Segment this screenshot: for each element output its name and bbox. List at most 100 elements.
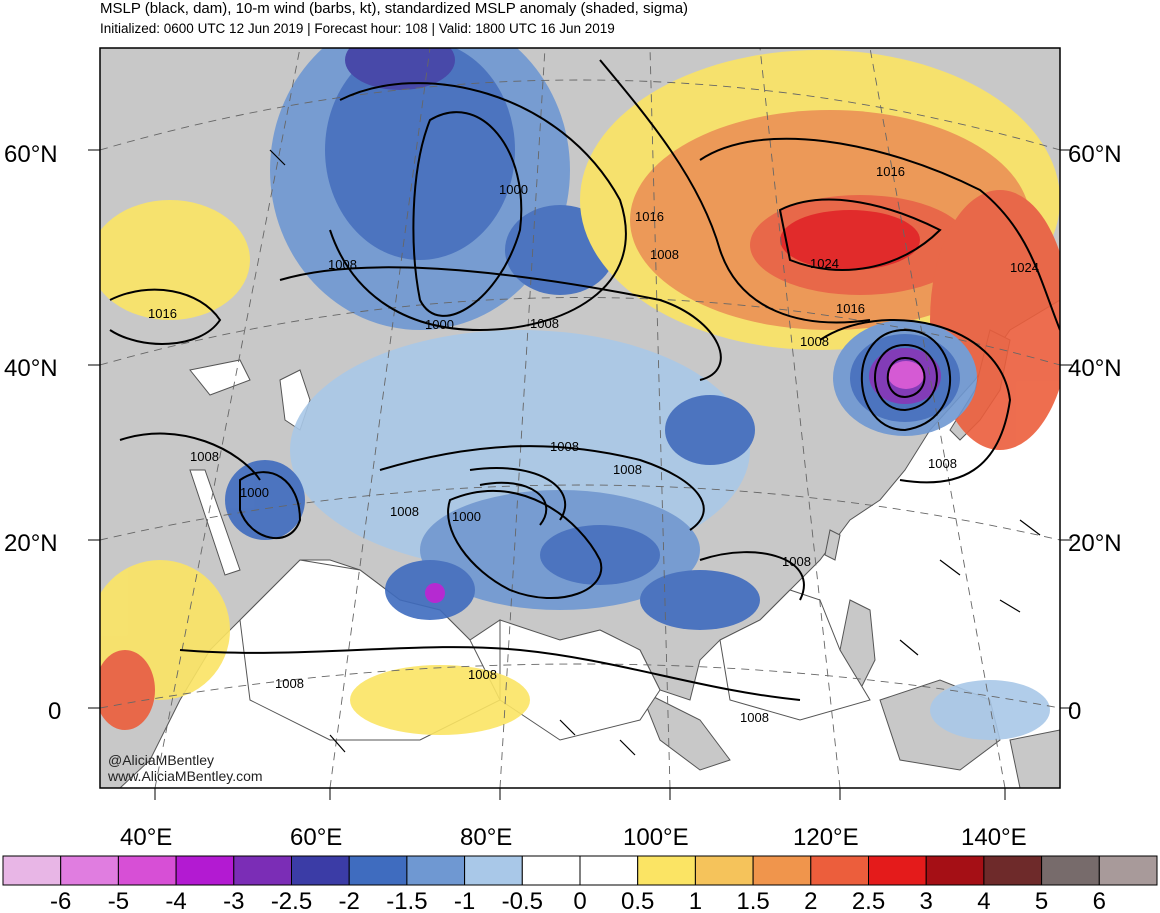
credit-handle: @AliciaMBentley	[108, 752, 214, 768]
anomaly-shade-yellow-europe	[100, 200, 250, 320]
lon-line-80	[499, 48, 546, 788]
colorbar-tick-label: 1.5	[736, 888, 769, 913]
isobar-1024-northeast	[778, 198, 942, 271]
contour-label: 1016	[836, 301, 865, 316]
anomaly-shade-blue-west-pacific	[930, 680, 1050, 740]
contour-label: 1008	[613, 462, 642, 477]
isobar-japan-low-mid	[874, 343, 938, 412]
wind-barb	[939, 559, 961, 576]
lat-label-right-60: 60°N	[1068, 141, 1122, 168]
contour-label: 1008	[275, 676, 304, 691]
contour-label: 1016	[876, 164, 905, 179]
lat-label-left-60: 60°N	[4, 141, 58, 168]
land-sumatra	[639, 688, 731, 771]
wind-barb	[1019, 519, 1041, 536]
colorbar-swatch	[1098, 855, 1158, 886]
colorbar-swatch	[348, 855, 408, 886]
isobar-1008-west	[119, 432, 261, 481]
wind-barb	[999, 599, 1021, 613]
lon-label-40E: 40°E	[120, 824, 172, 851]
isobar-1008-south	[179, 646, 801, 701]
anomaly-shade-deepred-northeast	[780, 210, 920, 270]
isobar-1016-northeast	[699, 137, 1060, 331]
lon-label-140E: 140°E	[961, 824, 1027, 851]
isobar-1008-central	[279, 266, 722, 381]
lon-label-80E: 80°E	[460, 824, 512, 851]
contour-label: 1008	[928, 456, 957, 471]
lon-line-100	[649, 48, 671, 788]
lat-label-left-0: 0	[48, 698, 61, 725]
colorbar-tick-label: 5	[1035, 888, 1048, 913]
colorbar-swatch	[925, 855, 985, 886]
contour-label: 1000	[452, 509, 481, 524]
chart-subtitle: Initialized: 0600 UTC 12 Jun 2019 | Fore…	[100, 21, 615, 36]
colorbar-tick-label: 2	[804, 888, 817, 913]
colorbar-swatch	[810, 855, 869, 886]
wind-barbs	[269, 149, 1041, 756]
wind-barb	[329, 734, 346, 753]
isobar-1000-india-tight-1	[469, 467, 567, 521]
lon-line-120	[759, 48, 841, 788]
colorbar-swatch	[1041, 855, 1100, 886]
colorbar-swatch	[2, 855, 62, 886]
isobar-1016-north	[599, 59, 871, 324]
lon-label-100E: 100°E	[623, 824, 689, 851]
isobar-1000-india-tight-2	[479, 481, 548, 526]
contour-label: 1008	[550, 439, 579, 454]
isobar-1016-europe	[109, 288, 222, 345]
colorbar	[2, 855, 1158, 886]
isobar-1008-east	[819, 319, 1012, 484]
contour-label: 1000	[425, 317, 454, 332]
contour-label: 1016	[635, 209, 664, 224]
isobars	[109, 59, 1060, 701]
lon-label-60E: 60°E	[290, 824, 342, 851]
colorbar-swatch	[117, 855, 177, 886]
map-frame	[99, 47, 1061, 789]
contour-label: 1024	[810, 256, 839, 271]
colorbar-swatch	[406, 855, 466, 886]
colorbar-tick-label: 1	[689, 888, 702, 913]
contour-label: 1024	[1010, 260, 1039, 275]
isobar-1008-se-asia	[699, 551, 805, 601]
contour-label: 1016	[148, 306, 177, 321]
colorbar-tick-label: -1.5	[386, 888, 427, 913]
contour-label: 1000	[240, 485, 269, 500]
anomaly-shade-blue-india-core	[540, 525, 660, 585]
colorbar-tick-label: 0.5	[621, 888, 654, 913]
colorbar-tick-label: 6	[1093, 888, 1106, 913]
colorbar-tick-label: -4	[165, 888, 186, 913]
colorbar-tick-label: -2.5	[271, 888, 312, 913]
contour-label: 1000	[499, 182, 528, 197]
contour-label: 1008	[740, 710, 769, 725]
lon-line-60	[329, 48, 431, 788]
colorbar-swatch	[637, 855, 696, 886]
colorbar-tick-label: 0	[573, 888, 586, 913]
black-sea	[189, 359, 251, 396]
contour-label: 1008	[650, 247, 679, 262]
contour-label: 1008	[190, 449, 219, 464]
land-newguinea	[1009, 729, 1060, 788]
wind-barb	[619, 739, 636, 756]
wind-barb	[899, 639, 919, 656]
colorbar-tick-label: 2.5	[852, 888, 885, 913]
colorbar-swatch	[579, 855, 639, 886]
red-sea	[189, 469, 241, 576]
lon-label-120E: 120°E	[793, 824, 859, 851]
colorbar-tick-label: -6	[50, 888, 71, 913]
colorbar-tick-label: 4	[977, 888, 990, 913]
colorbar-swatch	[868, 855, 927, 886]
anomaly-shade-blue-tibet	[665, 395, 755, 465]
colorbar-tick-label: -0.5	[502, 888, 543, 913]
contour-labels: 1016 1008 1000 1008 1008 1016 1016 1024 …	[148, 164, 1039, 725]
colorbar-swatch	[694, 855, 754, 886]
anomaly-shade-purple-arabian-sea	[425, 583, 445, 603]
isobar-japan-low-outer	[860, 328, 952, 432]
lat-line-60	[100, 79, 1060, 151]
south-china-sea	[719, 589, 871, 721]
colorbar-swatch	[752, 855, 812, 886]
tick-marks	[88, 149, 1072, 800]
isobar-1008-middle	[379, 445, 705, 531]
isobar-japan-low-inner	[886, 356, 926, 399]
lat-label-right-20: 20°N	[1068, 530, 1122, 557]
